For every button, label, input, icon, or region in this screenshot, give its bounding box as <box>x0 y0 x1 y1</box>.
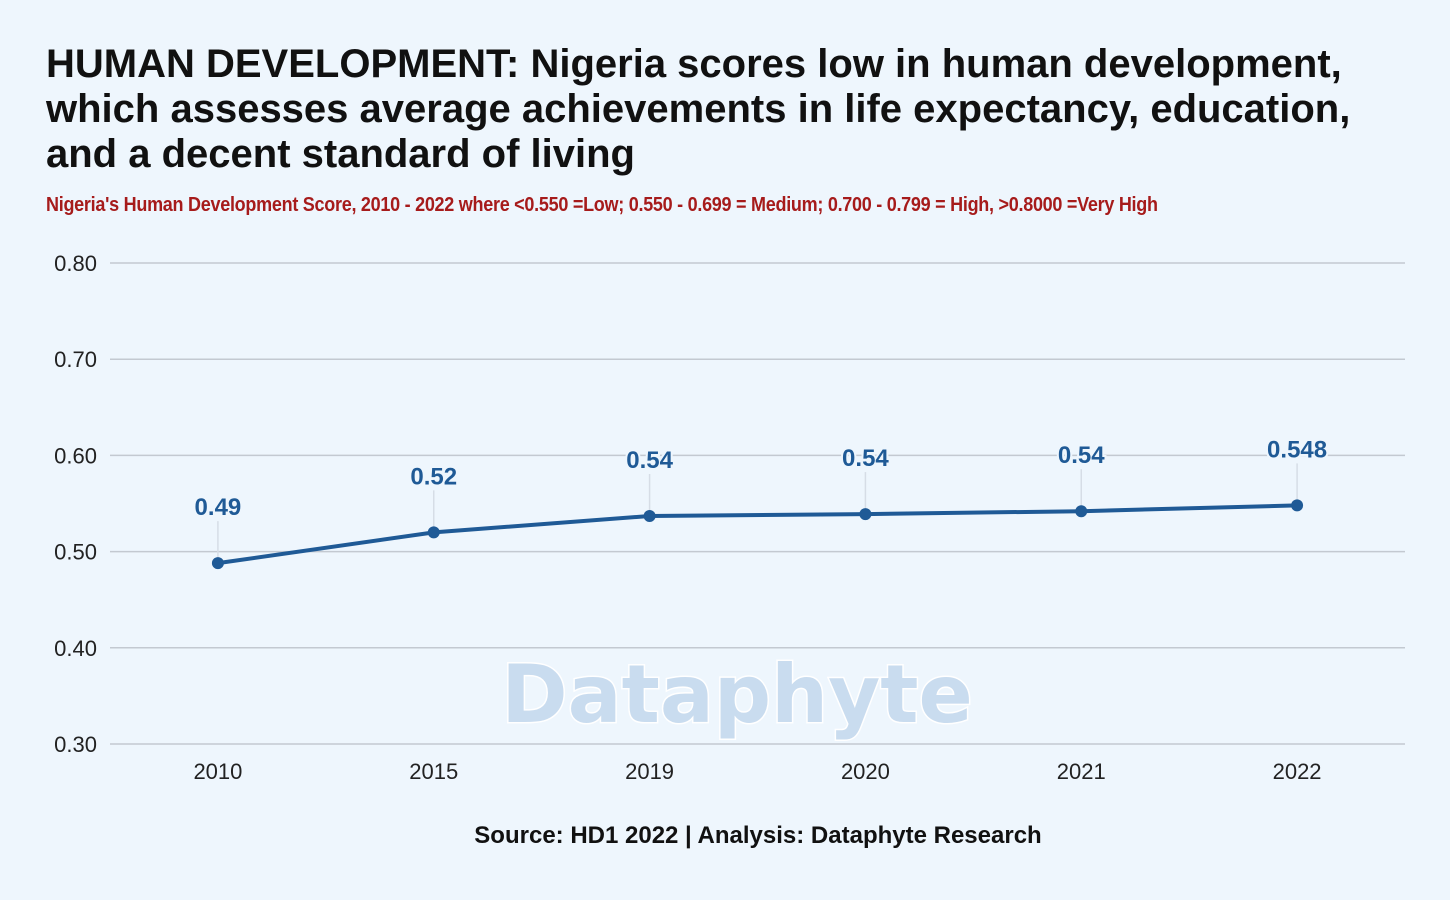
data-point <box>211 557 224 570</box>
y-tick-label: 0.40 <box>54 636 97 661</box>
y-tick-label: 0.70 <box>54 347 97 372</box>
data-point <box>859 508 872 521</box>
data-label: 0.54 <box>626 447 673 474</box>
x-tick-label: 2020 <box>841 759 890 784</box>
data-label: 0.54 <box>1058 442 1105 469</box>
x-tick-label: 2021 <box>1057 759 1106 784</box>
x-tick-label: 2022 <box>1273 759 1322 784</box>
source-note: Source: HD1 2022 | Analysis: Dataphyte R… <box>474 822 1042 849</box>
y-tick-label: 0.30 <box>54 732 97 757</box>
gridlines <box>110 262 1405 745</box>
chart-title: HUMAN DEVELOPMENT: Nigeria scores low in… <box>46 42 1351 176</box>
x-axis-ticks: 2010 2015 2019 2020 2021 2022 <box>193 759 1321 784</box>
y-axis-ticks: 0.80 0.70 0.60 0.50 0.40 0.30 <box>54 251 97 757</box>
data-points <box>211 499 1304 570</box>
data-point <box>427 526 440 539</box>
data-label: 0.49 <box>195 494 242 521</box>
y-tick-label: 0.80 <box>54 251 97 276</box>
x-tick-label: 2015 <box>409 759 458 784</box>
data-labels: 0.49 0.52 0.54 0.54 0.54 0.548 <box>193 434 1330 523</box>
data-point <box>643 510 656 523</box>
x-tick-label: 2019 <box>625 759 674 784</box>
y-tick-label: 0.60 <box>54 443 97 468</box>
data-label: 0.548 <box>1267 436 1327 463</box>
label-leader-lines <box>217 463 1298 564</box>
data-label: 0.52 <box>410 463 457 490</box>
data-point <box>1075 505 1088 518</box>
chart-subtitle: Nigeria's Human Development Score, 2010 … <box>46 194 1158 216</box>
data-point <box>1291 499 1304 512</box>
data-label: 0.54 <box>842 445 889 472</box>
y-tick-label: 0.50 <box>54 540 97 565</box>
series-line <box>217 503 1298 566</box>
x-tick-label: 2010 <box>193 759 242 784</box>
watermark-logo: Dataphyte <box>501 648 972 741</box>
